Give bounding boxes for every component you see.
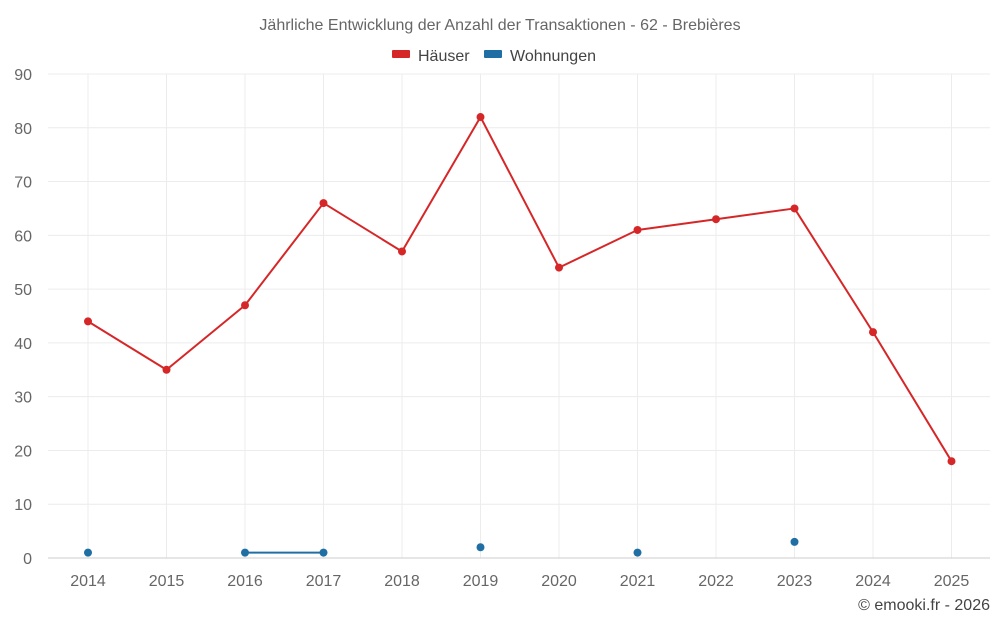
data-point-haeuser[interactable]	[241, 301, 249, 310]
legend-label-haeuser[interactable]: Häuser	[418, 48, 470, 65]
legend-label-wohnungen[interactable]: Wohnungen	[510, 48, 596, 65]
x-tick-label: 2019	[463, 573, 499, 590]
x-tick-label: 2024	[855, 573, 891, 590]
series	[84, 113, 956, 557]
data-point-wohnungen[interactable]	[319, 548, 328, 557]
data-point-haeuser[interactable]	[398, 247, 406, 256]
data-point-wohnungen[interactable]	[476, 543, 485, 552]
y-tick-label: 90	[14, 67, 32, 84]
legend-swatch-haeuser[interactable]	[392, 50, 410, 58]
data-point-haeuser[interactable]	[712, 215, 720, 224]
data-point-haeuser[interactable]	[790, 204, 799, 213]
x-tick-label: 2021	[620, 573, 656, 590]
data-point-haeuser[interactable]	[869, 328, 877, 337]
data-point-wohnungen[interactable]	[84, 548, 92, 557]
axes: 0 10 20 30 40 50 60 70 80 90 2014 2015 2016 2017 2018 2…	[14, 67, 990, 590]
chart-title: Jährliche Entwicklung der Anzahl der Tra…	[259, 17, 740, 34]
grid	[48, 73, 990, 559]
data-point-wohnungen[interactable]	[633, 548, 642, 557]
x-tick-label: 2020	[541, 573, 577, 590]
x-tick-label: 2022	[698, 573, 734, 590]
y-tick-label: 70	[14, 175, 32, 192]
x-tick-label: 2025	[934, 573, 970, 590]
data-point-haeuser[interactable]	[555, 263, 563, 272]
y-tick-label: 10	[14, 497, 32, 514]
y-tick-label: 30	[14, 390, 32, 407]
x-tick-label: 2016	[227, 573, 263, 590]
x-tick-label: 2018	[384, 573, 420, 590]
series-line-haeuser	[87, 116, 953, 462]
data-point-wohnungen[interactable]	[790, 537, 799, 546]
x-tick-label: 2014	[70, 573, 106, 590]
data-point-haeuser[interactable]	[84, 317, 92, 326]
y-tick-label: 50	[14, 282, 32, 299]
y-tick-label: 60	[14, 228, 32, 245]
x-tick-label: 2023	[777, 573, 813, 590]
y-tick-label: 80	[14, 121, 32, 138]
data-point-haeuser[interactable]	[947, 457, 956, 466]
data-point-wohnungen[interactable]	[241, 548, 249, 557]
legend-swatch-wohnungen[interactable]	[484, 50, 502, 58]
y-tick-label: 0	[23, 551, 32, 568]
credit-text: © emooki.fr - 2026	[858, 597, 990, 614]
x-tick-label: 2015	[149, 573, 185, 590]
data-point-haeuser[interactable]	[319, 199, 328, 208]
y-tick-label: 20	[14, 443, 32, 460]
legend: Häuser Wohnungen	[392, 48, 596, 65]
x-tick-label: 2017	[306, 573, 342, 590]
data-point-haeuser[interactable]	[633, 225, 642, 234]
y-tick-label: 40	[14, 336, 32, 353]
data-point-haeuser[interactable]	[476, 113, 485, 122]
data-point-haeuser[interactable]	[162, 365, 171, 374]
